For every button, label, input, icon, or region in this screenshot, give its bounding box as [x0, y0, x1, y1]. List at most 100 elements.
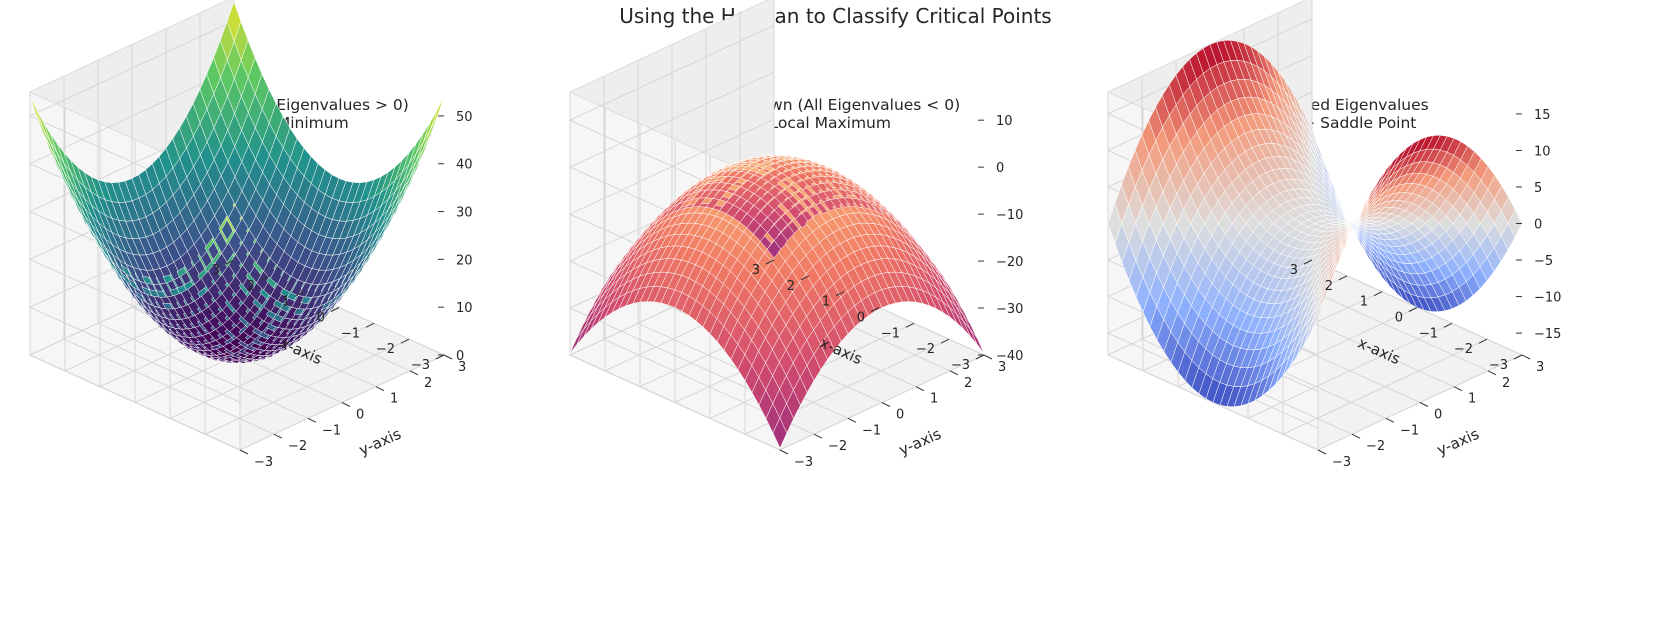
y-tick-mark [1487, 370, 1497, 376]
y-tick-label: 3 [458, 360, 466, 375]
x-tick-label: 2 [787, 279, 795, 294]
y-tick-label: 2 [1502, 376, 1510, 391]
surface [29, 1, 445, 364]
y-tick-mark [813, 433, 823, 439]
x-tick-mark [295, 291, 305, 297]
z-tick-label: 15 [1534, 108, 1551, 123]
x-tick-mark [1303, 259, 1313, 265]
x-tick-mark [940, 338, 950, 344]
z-tick-label: 20 [456, 253, 473, 268]
surface-patch [969, 329, 985, 354]
x-tick-mark [365, 322, 375, 328]
z-tick-label: 0 [1534, 218, 1542, 233]
x-tick-label: −1 [341, 326, 360, 341]
z-tick-label: 10 [1534, 144, 1551, 159]
y-tick-label: 0 [896, 408, 904, 423]
x-tick-mark [1513, 354, 1523, 360]
x-tick-label: 0 [857, 311, 865, 326]
x-tick-mark [400, 338, 410, 344]
x-tick-label: −3 [411, 358, 430, 373]
y-tick-label: 1 [1468, 392, 1476, 407]
y-tick-label: 2 [964, 376, 972, 391]
y-tick-mark [239, 449, 249, 455]
z-tick-label: −5 [1534, 254, 1553, 269]
y-tick-mark [1521, 354, 1531, 360]
y-tick-mark [847, 417, 857, 423]
subplot-title-line-1: Mixed Eigenvalues [1284, 96, 1429, 114]
z-tick-label: 50 [456, 110, 473, 125]
x-tick-label: 0 [317, 311, 325, 326]
surface-patch [429, 96, 445, 131]
y-tick-label: −3 [794, 455, 813, 470]
y-tick-label: −1 [1400, 423, 1419, 438]
y-tick-mark [307, 417, 317, 423]
z-tick-label: 10 [456, 301, 473, 316]
x-tick-label: 2 [247, 279, 255, 294]
subplot-local-maximum: Concave Down (All Eigenvalues < 0) -> Lo… [540, 0, 1097, 626]
y-tick-mark [443, 354, 453, 360]
z-tick-label: 30 [456, 206, 473, 221]
x-tick-mark [225, 259, 235, 265]
x-tick-mark [1443, 322, 1453, 328]
x-tick-mark [435, 354, 445, 360]
x-tick-label: 3 [1290, 263, 1298, 278]
x-tick-mark [870, 307, 880, 312]
figure-title: Using the Hessian to Classify Critical P… [619, 4, 1052, 28]
subplot-saddle-point: Mixed Eigenvalues -> Saddle Point 3 2 1 0 −1… [1078, 0, 1635, 626]
y-tick-mark [779, 449, 789, 455]
x-tick-label: 0 [1395, 311, 1403, 326]
y-tick-mark [881, 402, 891, 407]
y-tick-label: 0 [1434, 408, 1442, 423]
z-tick-label: −30 [996, 302, 1023, 317]
surface-patch [422, 110, 438, 143]
y-tick-label: 2 [424, 376, 432, 391]
y-tick-label: −3 [1332, 455, 1351, 470]
y-tick-mark [341, 402, 351, 407]
y-tick-label: −2 [288, 439, 307, 454]
x-tick-label: 1 [822, 295, 830, 310]
y-tick-label: 3 [998, 360, 1006, 375]
x-tick-label: −2 [1454, 342, 1473, 357]
x-tick-mark [800, 275, 810, 281]
y-tick-mark [273, 433, 283, 439]
y-tick-mark [915, 386, 925, 392]
y-axis-label: y-axis [1434, 425, 1482, 459]
x-tick-mark [975, 354, 985, 360]
z-tick-label: 5 [1534, 181, 1542, 196]
x-tick-mark [330, 307, 340, 312]
x-tick-mark [260, 275, 270, 281]
x-tick-label: −2 [376, 342, 395, 357]
x-tick-mark [835, 291, 845, 297]
surface-patch [1507, 209, 1523, 238]
y-tick-label: 0 [356, 408, 364, 423]
z-tick-label: 0 [996, 161, 1004, 176]
y-tick-label: −2 [828, 439, 847, 454]
z-tick-label: 10 [996, 114, 1013, 129]
surface [569, 154, 985, 449]
z-tick-label: −10 [1534, 291, 1561, 306]
surface [1107, 39, 1523, 407]
y-tick-mark [1351, 433, 1361, 439]
x-tick-label: −1 [1419, 326, 1438, 341]
y-tick-mark [375, 386, 385, 392]
y-tick-label: 1 [390, 392, 398, 407]
x-tick-mark [1373, 291, 1383, 297]
subplot-title-line-2: -> Saddle Point [1296, 114, 1417, 132]
x-tick-label: 1 [282, 295, 290, 310]
x-tick-mark [1408, 307, 1418, 312]
x-tick-label: 3 [212, 263, 220, 278]
y-tick-label: −2 [1366, 439, 1385, 454]
y-tick-label: −3 [254, 455, 273, 470]
x-tick-label: 2 [1325, 279, 1333, 294]
x-tick-mark [765, 259, 775, 265]
x-tick-label: −3 [951, 358, 970, 373]
z-tick-label: −20 [996, 255, 1023, 270]
x-tick-mark [1338, 275, 1348, 281]
z-tick-label: −10 [996, 208, 1023, 223]
subplot-title-line-2: -> Local Maximum [746, 114, 891, 132]
x-tick-label: 3 [752, 263, 760, 278]
y-tick-label: 1 [930, 392, 938, 407]
